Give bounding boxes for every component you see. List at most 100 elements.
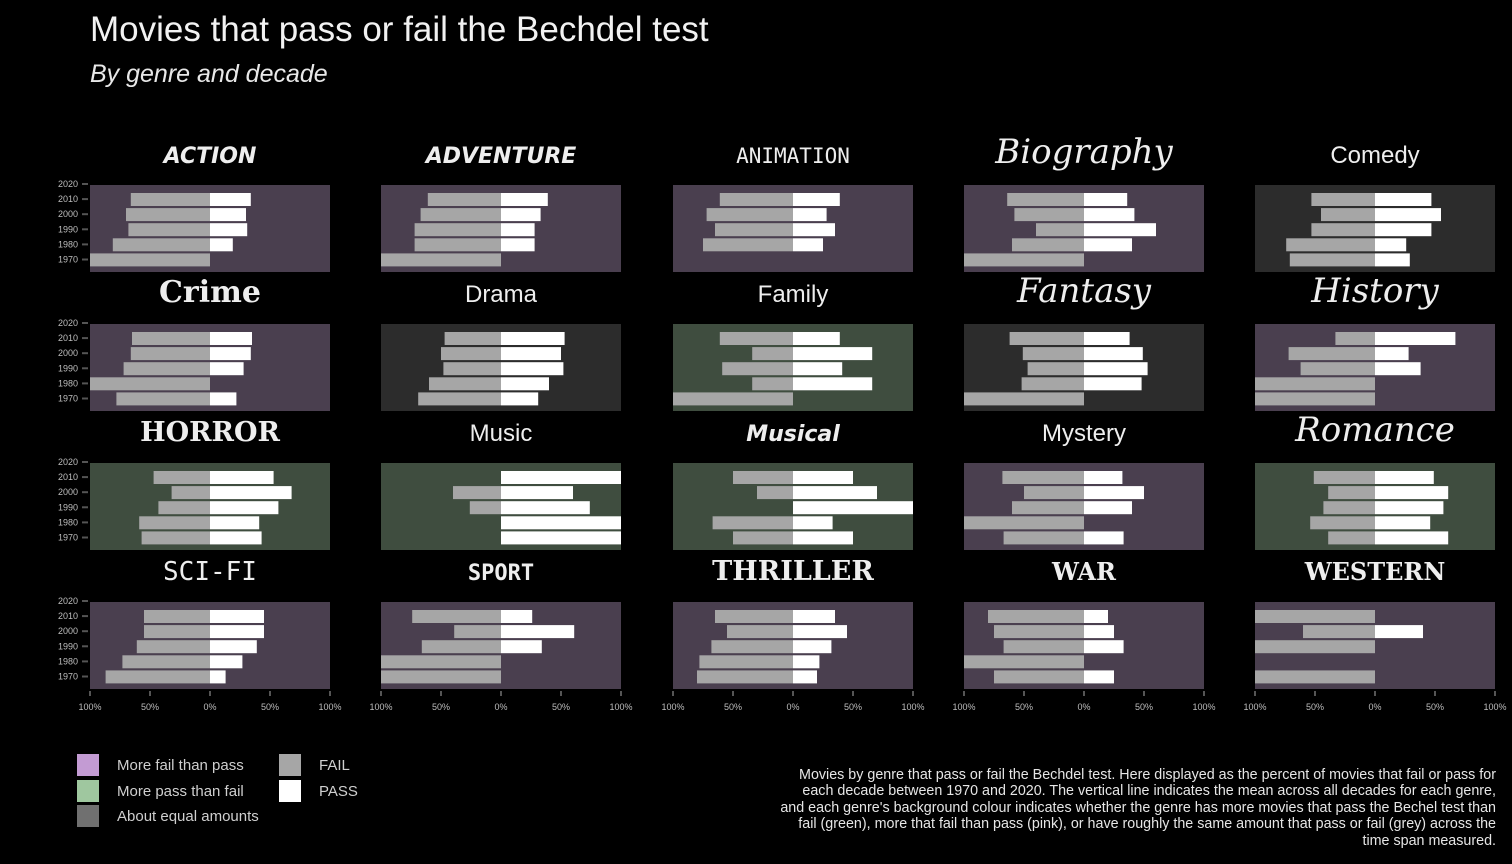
fail-bar-drama-2000	[441, 347, 501, 361]
fail-bar-comedy-1980	[1286, 238, 1375, 252]
facet-title-adventure: ADVENTURE	[424, 144, 577, 169]
facet-title-biography: Biography	[994, 132, 1173, 172]
y-tick-label-sci-fi-2000: 2000	[58, 626, 78, 636]
x-tick-label-western-2: 0%	[1368, 702, 1381, 712]
pass-bar-biography-2000	[1084, 208, 1135, 222]
y-tick-label-crime-2010: 2010	[58, 333, 78, 343]
y-tick-label-action-2010: 2010	[58, 194, 78, 204]
facet-title-western: WESTERN	[1304, 557, 1446, 586]
facet-title-thriller: THRILLER	[712, 556, 874, 587]
fail-bar-war-1980	[964, 655, 1084, 669]
fail-bar-fantasy-2000	[1022, 347, 1084, 361]
fail-bar-history-2000	[1288, 347, 1375, 361]
fail-bar-drama-2010	[444, 332, 501, 345]
pass-bar-war-1970	[1084, 670, 1114, 684]
pass-bar-family-1990	[793, 362, 843, 376]
pass-bar-drama-2010	[501, 332, 565, 345]
y-tick-label-sci-fi-2020: 2020	[58, 596, 78, 606]
pass-bar-romance-2000	[1375, 486, 1449, 500]
fail-bar-thriller-2010	[715, 610, 793, 623]
pass-bar-history-2010	[1375, 332, 1456, 345]
facet-title-war: WAR	[1051, 557, 1117, 586]
facet-title-musical: Musical	[746, 422, 840, 447]
fail-bar-adventure-1980	[414, 238, 501, 252]
pass-bar-crime-2010	[210, 332, 252, 345]
chart-subtitle: By genre and decade	[90, 60, 328, 88]
fail-bar-romance-1990	[1323, 501, 1375, 515]
fail-bar-war-2010	[988, 610, 1084, 623]
pass-bar-adventure-2010	[501, 193, 548, 206]
fail-bar-family-1990	[722, 362, 793, 376]
legend-item-pass-more: More pass than fail	[77, 780, 244, 802]
fail-bar-horror-1980	[139, 516, 210, 530]
y-tick-label-action-2000: 2000	[58, 209, 78, 219]
chart-title: Movies that pass or fail the Bechdel tes…	[90, 10, 709, 49]
fail-bar-sport-1990	[421, 640, 501, 654]
x-tick-label-sci-fi-1: 50%	[141, 702, 159, 712]
fail-bar-animation-1980	[703, 238, 793, 252]
x-tick-label-thriller-2: 0%	[786, 702, 799, 712]
pass-bar-crime-2000	[210, 347, 251, 361]
pass-bar-animation-1980	[793, 238, 823, 252]
fail-bar-fantasy-1990	[1027, 362, 1084, 376]
pass-bar-comedy-1990	[1375, 223, 1432, 237]
fail-bar-family-2000	[752, 347, 793, 361]
fail-bar-sci-fi-2010	[144, 610, 210, 623]
pass-bar-romance-2010	[1375, 471, 1434, 484]
facet-title-music: Music	[470, 420, 533, 447]
fail-bar-sport-1970	[381, 670, 501, 684]
fail-bar-thriller-1990	[711, 640, 793, 654]
fail-bar-crime-2010	[132, 332, 210, 345]
pass-bar-mystery-2010	[1084, 471, 1123, 484]
fail-bar-sport-2010	[412, 610, 501, 623]
pass-bar-musical-1990	[793, 501, 913, 515]
fail-bar-drama-1990	[443, 362, 501, 376]
pass-bar-sci-fi-1990	[210, 640, 257, 654]
y-tick-label-crime-1980: 1980	[58, 378, 78, 388]
pass-bar-history-2000	[1375, 347, 1409, 361]
fail-bar-action-2010	[130, 193, 210, 206]
fail-bar-mystery-1970	[1003, 531, 1084, 545]
facet-title-drama: Drama	[465, 281, 538, 308]
legend-item-fail-more: More fail than pass	[77, 754, 244, 776]
fail-bar-comedy-2010	[1311, 193, 1375, 206]
fail-bar-musical-1970	[733, 531, 793, 545]
x-tick-label-sport-4: 100%	[609, 702, 632, 712]
pass-bar-fantasy-1990	[1084, 362, 1148, 376]
y-tick-label-horror-1990: 1990	[58, 502, 78, 512]
y-tick-label-crime-1990: 1990	[58, 363, 78, 373]
fail-bar-history-1990	[1300, 362, 1375, 376]
fail-bar-western-2010	[1255, 610, 1375, 623]
fail-bar-western-1990	[1255, 640, 1375, 654]
fail-bar-drama-1970	[418, 392, 501, 406]
fail-bar-thriller-1980	[699, 655, 793, 669]
fail-bar-drama-1980	[429, 377, 501, 391]
legend-label-fail-more: More fail than pass	[117, 756, 244, 774]
y-tick-label-sci-fi-1990: 1990	[58, 641, 78, 651]
fail-bar-sci-fi-1990	[136, 640, 210, 654]
facet-title-comedy: Comedy	[1330, 142, 1419, 169]
pass-bar-sci-fi-2010	[210, 610, 264, 623]
facet-title-family: Family	[758, 281, 829, 308]
facet-title-sci-fi: SCI-FI	[163, 557, 257, 587]
fail-bar-sci-fi-1970	[105, 670, 210, 684]
pass-bar-mystery-1990	[1084, 501, 1132, 515]
fail-bar-family-1970	[673, 392, 793, 406]
fail-bar-horror-2010	[153, 471, 210, 484]
fail-bar-biography-1990	[1036, 223, 1084, 237]
legend-label-pass: PASS	[319, 782, 358, 800]
pass-bar-music-2010	[501, 471, 621, 484]
x-tick-label-sci-fi-3: 50%	[261, 702, 279, 712]
fail-bar-romance-1970	[1328, 531, 1375, 545]
pass-bar-music-1980	[501, 516, 621, 530]
x-tick-label-western-1: 50%	[1306, 702, 1324, 712]
fail-bar-sport-2000	[454, 625, 501, 639]
fail-bar-biography-2000	[1014, 208, 1084, 222]
pass-bar-war-1990	[1084, 640, 1124, 654]
fail-bar-romance-2000	[1328, 486, 1375, 500]
pass-bar-action-1980	[210, 238, 233, 252]
fail-bar-music-1990	[469, 501, 501, 515]
x-tick-label-thriller-3: 50%	[844, 702, 862, 712]
x-tick-label-sci-fi-0: 100%	[78, 702, 101, 712]
fail-bar-musical-2010	[733, 471, 793, 484]
